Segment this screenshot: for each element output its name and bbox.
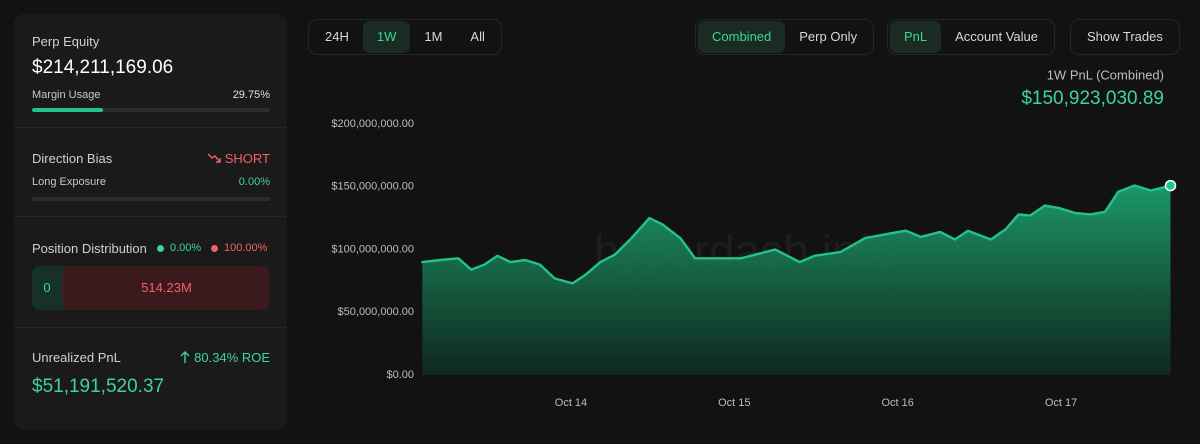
label: Unrealized PnL xyxy=(32,350,121,365)
toggle-option[interactable]: PnL xyxy=(890,21,942,53)
short-dot xyxy=(211,245,218,252)
trend-down-icon xyxy=(207,153,221,163)
short-pct: 100.00% xyxy=(224,242,268,254)
toggle-option[interactable]: Combined xyxy=(698,21,786,53)
toggle-option[interactable]: 24H xyxy=(325,29,349,44)
x-tick-label: Oct 15 xyxy=(718,397,750,409)
y-tick-label: $100,000,000.00 xyxy=(331,243,414,255)
x-tick-label: Oct 14 xyxy=(555,397,587,409)
up-arrow-icon xyxy=(180,351,190,363)
margin-usage: 29.75% xyxy=(232,89,270,101)
x-tick-label: Oct 16 xyxy=(881,397,913,409)
mode-group: Combined Perp Only xyxy=(695,19,875,55)
trades-group: Show Trades xyxy=(1070,19,1180,55)
separator xyxy=(14,216,287,217)
end-point xyxy=(1164,179,1177,192)
long-exposure: 0.00% xyxy=(238,176,270,188)
short-amount: 514.23M xyxy=(62,266,270,310)
y-tick-label: $0.00 xyxy=(386,369,414,381)
area xyxy=(422,185,1171,375)
toggle-option[interactable]: All xyxy=(470,29,485,44)
y-tick-label: $200,000,000.00 xyxy=(331,118,414,130)
roe: 80.34% ROE xyxy=(194,350,270,365)
label: Long Exposure xyxy=(32,176,106,188)
toggle-option[interactable]: 1M xyxy=(424,29,443,44)
margin-bar xyxy=(32,108,103,112)
long-dot xyxy=(157,245,164,252)
label: Direction Bias xyxy=(32,151,113,166)
long-amount: 0 xyxy=(32,266,62,310)
chart-title: 1W PnL (Combined) xyxy=(1047,67,1164,82)
current-value: $150,923,030.89 xyxy=(1021,88,1164,109)
direction-bias: SHORT xyxy=(224,151,270,166)
label: Margin Usage xyxy=(32,89,101,101)
label: Perp Equity xyxy=(32,34,100,49)
y-tick-label: $150,000,000.00 xyxy=(331,181,414,193)
separator xyxy=(14,127,287,128)
range-group: 24H 1W 1M All xyxy=(308,19,502,55)
separator xyxy=(14,327,287,328)
show-trades-button[interactable]: Show Trades xyxy=(1087,29,1163,44)
toggle-option[interactable]: 1W xyxy=(362,21,411,53)
margin-track xyxy=(32,108,270,112)
toggle-option[interactable]: Account Value xyxy=(955,29,1039,44)
pnl-value: $51,191,520.37 xyxy=(32,376,165,397)
line xyxy=(421,184,1172,285)
metric-group: PnL Account Value xyxy=(887,19,1056,55)
summary-panel: Perp Equity $214,211,169.06 Margin Usage… xyxy=(14,14,287,430)
equity-value: $214,211,169.06 xyxy=(32,57,174,78)
distribution-bar: 0 514.23M xyxy=(32,266,270,310)
label: Position Distribution xyxy=(32,241,147,256)
y-tick-label: $50,000,000.00 xyxy=(338,306,414,318)
long-pct: 0.00% xyxy=(170,242,202,254)
toggle-option[interactable]: Perp Only xyxy=(799,29,858,44)
x-tick-label: Oct 17 xyxy=(1045,397,1077,409)
exposure-track xyxy=(32,197,270,201)
